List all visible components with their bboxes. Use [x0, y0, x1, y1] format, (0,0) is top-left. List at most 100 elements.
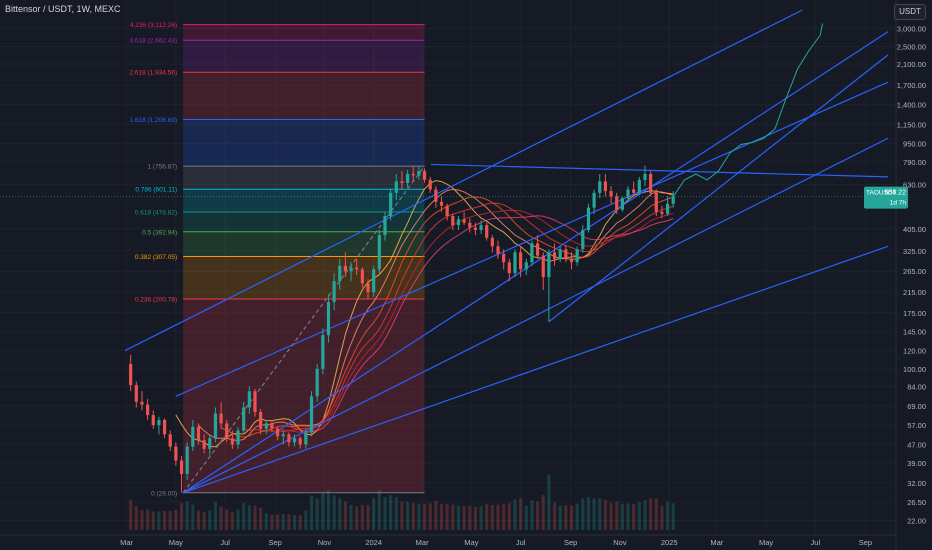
candle-body — [326, 301, 331, 336]
candle-body — [179, 460, 184, 474]
volume-bar — [519, 498, 523, 530]
currency-button[interactable]: USDT — [894, 4, 926, 20]
volume-bar — [643, 500, 647, 530]
volume-bar — [276, 514, 280, 530]
candle-body — [665, 203, 670, 214]
volume-bar — [468, 505, 472, 530]
volume-bar — [671, 503, 675, 530]
candle — [479, 220, 483, 234]
candle — [598, 173, 602, 199]
volume-bar — [146, 509, 150, 530]
price-tag-box — [864, 186, 908, 209]
volume-bar — [660, 506, 664, 530]
candle-body — [496, 246, 500, 254]
candle — [405, 169, 410, 188]
candle-body — [168, 434, 172, 447]
candle-body — [366, 283, 370, 293]
candle — [660, 205, 664, 219]
candle — [208, 434, 212, 456]
volume-bar — [665, 501, 670, 530]
candle — [535, 235, 540, 259]
candle — [456, 216, 461, 231]
candle — [304, 428, 308, 449]
candle — [468, 218, 472, 233]
candle-body — [660, 211, 664, 214]
candle-body — [140, 401, 144, 405]
volume-bar — [157, 511, 161, 530]
volume-bar — [355, 506, 359, 530]
candle — [445, 203, 449, 221]
volume-bar — [400, 501, 404, 530]
candle-body — [400, 181, 404, 183]
candle — [417, 166, 421, 180]
volume-bar — [321, 492, 325, 530]
volume-bar — [490, 504, 494, 530]
candle — [377, 230, 381, 274]
candle-body — [592, 192, 596, 208]
price-tick-label: 325.00 — [903, 247, 926, 256]
volume-bar — [569, 505, 574, 530]
volume-bar — [179, 503, 184, 530]
candle — [213, 407, 218, 443]
volume-bar — [581, 498, 585, 530]
candle-body — [276, 428, 280, 437]
fib-zone — [183, 166, 425, 190]
candle — [439, 196, 444, 212]
candle — [360, 267, 364, 288]
volume-bar — [270, 514, 274, 530]
volume-bar — [298, 515, 302, 530]
volume-bar — [332, 495, 336, 530]
candle — [581, 225, 585, 253]
candle-body — [564, 249, 568, 259]
volume-bar — [456, 505, 461, 530]
candle-body — [230, 438, 234, 445]
candle — [321, 328, 325, 374]
candle — [615, 192, 619, 214]
volume-bar — [530, 500, 534, 530]
price-axis[interactable]: 3,000.00 2,500.00 2,100.00 1,700.00 1,400.00… — [897, 24, 926, 525]
fib-zone — [183, 231, 425, 257]
candle — [202, 434, 206, 454]
candle — [349, 262, 353, 282]
volume-bar — [168, 511, 172, 530]
candle-body — [349, 267, 353, 272]
candle — [569, 252, 574, 270]
candle — [603, 173, 608, 197]
candle-body — [513, 252, 517, 274]
candle — [191, 419, 195, 452]
candle-body — [479, 225, 483, 231]
time-axis[interactable]: Mar May Jul Sep Nov 2024 Mar May Jul Sep Nov 2025 Ma… — [120, 538, 872, 547]
candle-body — [502, 253, 506, 263]
candle — [507, 258, 511, 282]
candle — [552, 243, 557, 266]
volume-bar — [151, 511, 155, 530]
candle-body — [411, 173, 415, 176]
volume-bar — [626, 503, 630, 530]
candle-body — [530, 243, 534, 263]
candle — [174, 442, 178, 466]
volume-bar — [174, 510, 178, 530]
candle — [643, 165, 647, 187]
candle — [264, 419, 268, 435]
price-tag-symbol: TAOUSDT — [866, 190, 897, 197]
fib-level-label: 4.236 (3,112.26) — [130, 22, 177, 29]
fib-zone — [183, 212, 425, 232]
candle-body — [456, 219, 461, 226]
candle — [343, 252, 348, 278]
time-tick-label: Jul — [811, 538, 821, 547]
fib-level-label: 0 (29.00) — [151, 490, 177, 497]
candle-body — [558, 249, 562, 259]
projection-path — [672, 23, 824, 197]
candle-body — [519, 252, 523, 270]
candle — [649, 171, 653, 197]
candle-body — [632, 189, 636, 193]
candle — [428, 176, 432, 193]
volume-bar — [637, 501, 641, 530]
candle-body — [609, 191, 613, 197]
candle-body — [162, 419, 167, 435]
volume-bar — [496, 504, 500, 530]
time-tick-label: 2024 — [365, 538, 382, 547]
volume-bar — [445, 503, 449, 530]
